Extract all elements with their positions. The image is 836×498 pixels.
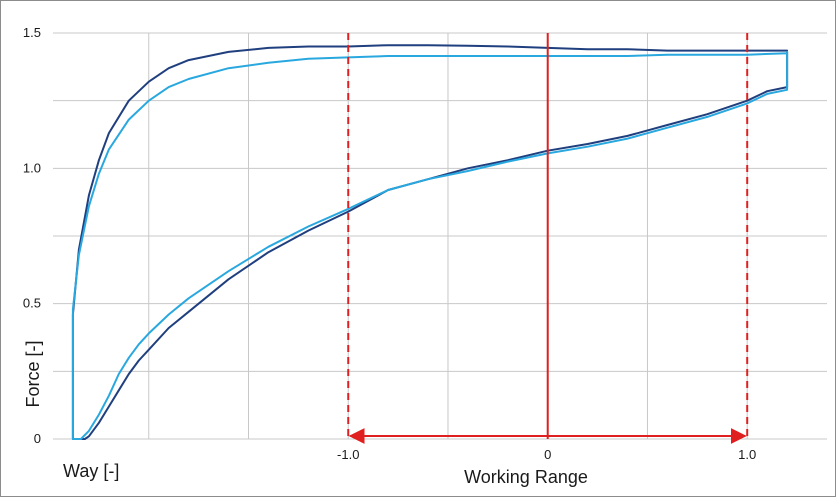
series-layer — [71, 44, 789, 440]
y-tick-label: 1.0 — [23, 160, 41, 175]
working-range-annotation: Working Range — [464, 467, 588, 487]
y-tick-label: 1.5 — [23, 25, 41, 40]
tick-labels: 0 0.5 1.0 1.5 -1.0 1.0 0 — [23, 25, 756, 462]
grid — [53, 32, 827, 440]
y-tick-label: 0.5 — [23, 296, 41, 311]
x-tick-label: 1.0 — [738, 447, 756, 462]
y-tick-label: 0 — [34, 431, 41, 446]
series-line-2 — [71, 50, 789, 440]
x-axis-title: Way [-] — [63, 461, 119, 481]
series-line-1 — [71, 44, 789, 440]
working-range-markers — [347, 33, 749, 444]
x-tick-label: -1.0 — [337, 447, 359, 462]
y-axis-title: Force [-] — [23, 340, 43, 407]
x-tick-label-center: 0 — [544, 447, 551, 462]
